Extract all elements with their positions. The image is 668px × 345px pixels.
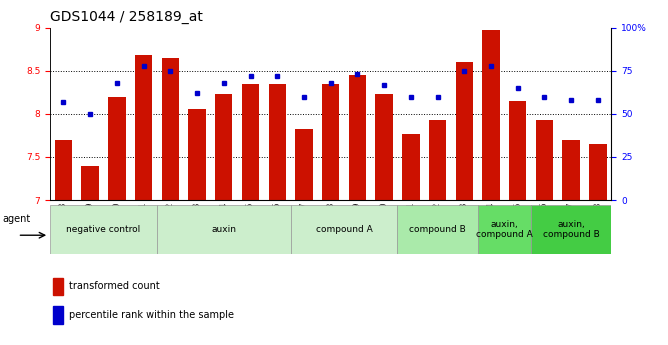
Bar [108,97,126,200]
Bar [375,94,393,200]
Bar [50,205,157,254]
Text: auxin,
compound A: auxin, compound A [476,220,532,239]
Bar [536,120,553,200]
Bar [456,62,473,200]
Bar [162,58,179,200]
Text: percentile rank within the sample: percentile rank within the sample [69,310,234,320]
Bar [53,306,63,324]
Text: agent: agent [3,214,31,224]
Bar [531,205,611,254]
Text: auxin: auxin [211,225,236,234]
Bar [81,166,99,200]
Bar [188,109,206,200]
Text: transformed count: transformed count [69,282,160,292]
Text: compound A: compound A [316,225,372,234]
Bar [157,205,291,254]
Text: GDS1044 / 258189_at: GDS1044 / 258189_at [50,10,203,24]
Bar [509,101,526,200]
Bar [269,84,286,200]
Bar [55,140,72,200]
Text: compound B: compound B [409,225,466,234]
Bar [478,205,531,254]
Bar [242,84,259,200]
Text: negative control: negative control [66,225,141,234]
Bar [349,75,366,200]
Bar [429,120,446,200]
Bar [215,94,232,200]
Bar [482,30,500,200]
Bar [53,278,63,295]
Bar [291,205,397,254]
Bar [295,129,313,200]
Bar [402,134,420,200]
Bar [589,144,607,200]
Bar [322,84,339,200]
Bar [562,140,580,200]
Text: auxin,
compound B: auxin, compound B [543,220,599,239]
Bar [135,55,152,200]
Bar [397,205,478,254]
